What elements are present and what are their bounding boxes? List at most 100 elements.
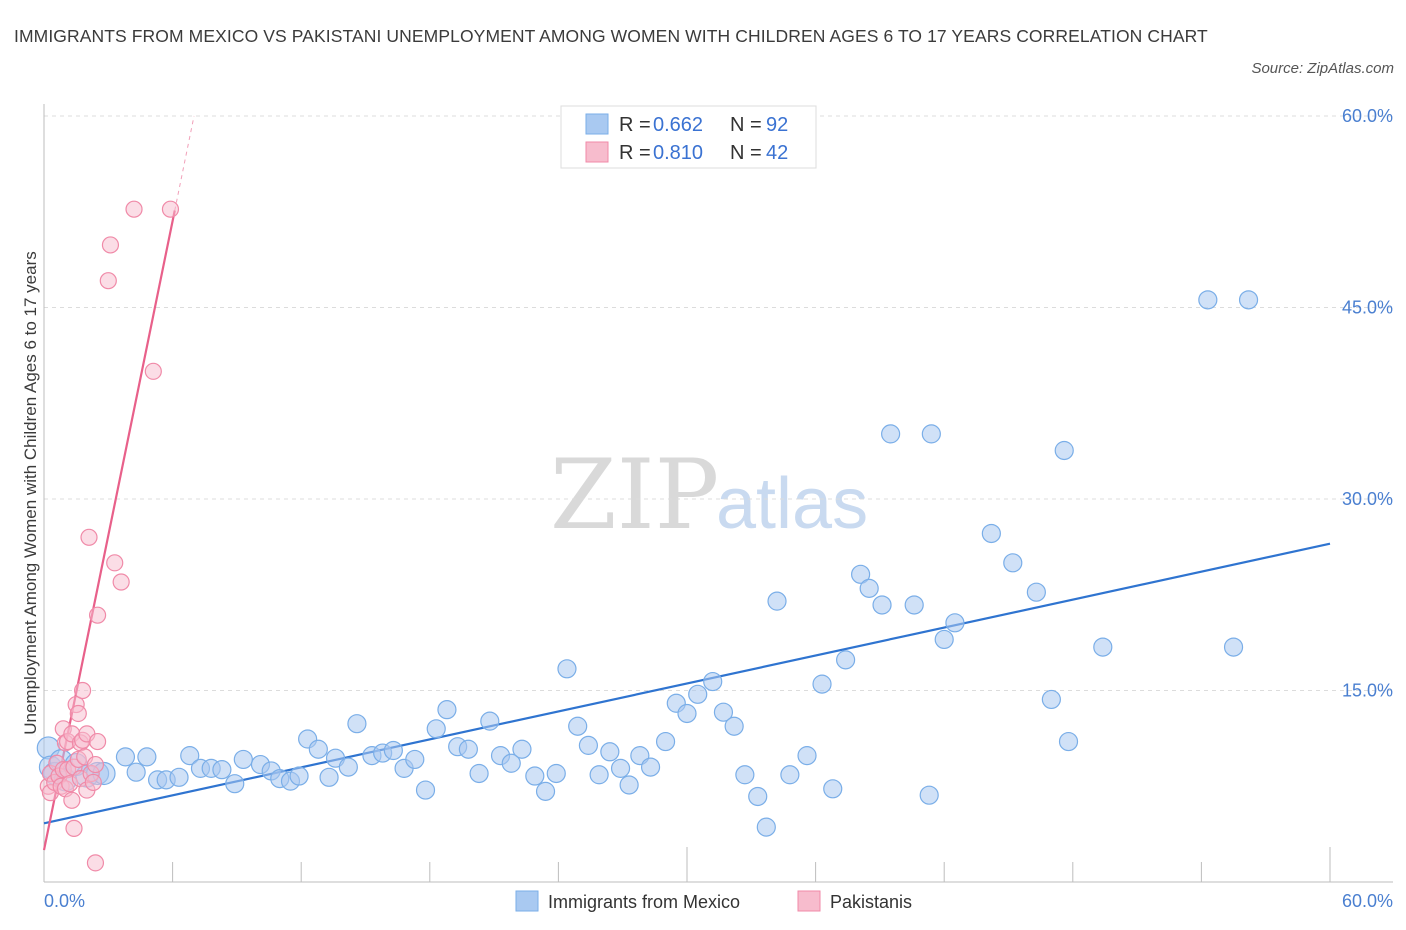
point-mexico [115, 747, 136, 767]
point-mexico [812, 674, 832, 694]
point-mexico [836, 650, 856, 670]
point-mexico [703, 671, 723, 692]
point-pakistanis [84, 773, 102, 792]
source-label: Source: ZipAtlas.com [1251, 60, 1394, 77]
axes [43, 104, 1393, 883]
legend-swatch-mexico [585, 113, 609, 135]
point-pakistanis [65, 819, 83, 837]
legend-r-label-mexico: R = [619, 114, 651, 136]
x-tick-label-min: 0.0% [44, 891, 85, 911]
point-pakistanis [63, 791, 81, 809]
point-mexico [137, 747, 157, 767]
point-mexico [512, 739, 532, 759]
point-mexico [797, 746, 817, 766]
point-mexico [169, 767, 189, 787]
point-mexico [525, 766, 545, 786]
point-mexico [859, 578, 879, 598]
point-mexico [578, 735, 599, 755]
point-mexico [600, 742, 620, 762]
chart-title: IMMIGRANTS FROM MEXICO VS PAKISTANI UNEM… [14, 26, 1208, 46]
point-pakistanis [125, 200, 143, 218]
point-mexico [458, 739, 478, 759]
point-pakistanis [69, 704, 87, 723]
point-mexico [677, 703, 697, 724]
point-mexico [1003, 553, 1023, 573]
point-mexico [180, 746, 200, 766]
bottom-legend-swatch-mexico [515, 890, 539, 912]
point-mexico [713, 702, 734, 722]
y-tick-label: 30.0% [1342, 489, 1393, 509]
legend-n-label-pakistanis: N = [730, 142, 762, 164]
point-pakistanis [112, 573, 130, 591]
point-mexico [724, 716, 744, 736]
point-mexico [981, 523, 1001, 544]
point-pakistanis [106, 554, 124, 572]
point-mexico [921, 424, 941, 444]
point-mexico [338, 757, 358, 777]
point-mexico [619, 775, 639, 795]
y-tick-label: 60.0% [1342, 106, 1393, 126]
point-mexico [126, 762, 146, 782]
legend-n-value-pakistanis: 42 [766, 142, 788, 164]
point-pakistanis [88, 732, 107, 751]
point-mexico [405, 749, 425, 770]
trend-line-mexico [43, 542, 1331, 825]
point-mexico [415, 780, 436, 800]
point-mexico [904, 595, 924, 615]
point-mexico [589, 765, 609, 785]
point-mexico [780, 765, 800, 785]
point-mexico [308, 739, 328, 759]
series-pakistanis-points [39, 200, 180, 872]
point-mexico [480, 711, 500, 731]
point-mexico [289, 766, 309, 786]
point-mexico [233, 749, 253, 770]
point-mexico [934, 629, 954, 650]
series-mexico-points [36, 290, 1259, 837]
point-mexico [919, 785, 939, 805]
point-mexico [212, 760, 232, 780]
legend-n-label-mexico: N = [730, 114, 762, 136]
point-mexico [1198, 290, 1218, 310]
point-mexico [756, 817, 776, 837]
point-mexico [640, 757, 661, 777]
point-mexico [225, 774, 245, 794]
y-tick-labels: 15.0% 30.0% 45.0% 60.0% [1342, 106, 1393, 701]
point-mexico [1026, 582, 1046, 602]
x-tick-label-max: 60.0% [1342, 891, 1393, 911]
point-mexico [557, 659, 577, 679]
point-mexico [568, 716, 588, 736]
point-pakistanis [101, 236, 120, 254]
point-mexico [1238, 290, 1259, 310]
series-legend: Immigrants from Mexico Pakistanis [515, 890, 912, 912]
legend-r-label-pakistanis: R = [619, 142, 651, 164]
bottom-legend-label-pakistanis: Pakistanis [830, 892, 912, 912]
point-mexico [319, 767, 339, 787]
y-axis-label: Unemployment Among Women with Children A… [21, 251, 40, 735]
point-mexico [383, 740, 403, 761]
point-mexico [546, 763, 566, 784]
point-mexico [823, 779, 843, 799]
point-mexico [688, 684, 708, 704]
legend-r-value-pakistanis: 0.810 [653, 142, 703, 164]
point-mexico [1041, 689, 1061, 710]
point-mexico [426, 719, 446, 739]
point-pakistanis [88, 606, 107, 624]
point-mexico [1058, 731, 1079, 752]
watermark-atlas: atlas [716, 464, 868, 544]
point-mexico [1054, 440, 1074, 461]
bottom-legend-swatch-pakistanis [797, 890, 821, 912]
legend-n-value-mexico: 92 [766, 114, 788, 136]
point-mexico [851, 564, 871, 584]
point-mexico [767, 591, 787, 611]
point-mexico [535, 781, 556, 801]
point-mexico [881, 424, 901, 444]
point-pakistanis [161, 200, 180, 218]
point-pakistanis [99, 272, 117, 290]
point-pakistanis [80, 528, 98, 546]
point-mexico [655, 731, 676, 752]
point-mexico [748, 786, 768, 807]
bottom-legend-label-mexico: Immigrants from Mexico [548, 892, 740, 912]
point-pakistanis [86, 755, 105, 774]
point-mexico [945, 613, 965, 633]
